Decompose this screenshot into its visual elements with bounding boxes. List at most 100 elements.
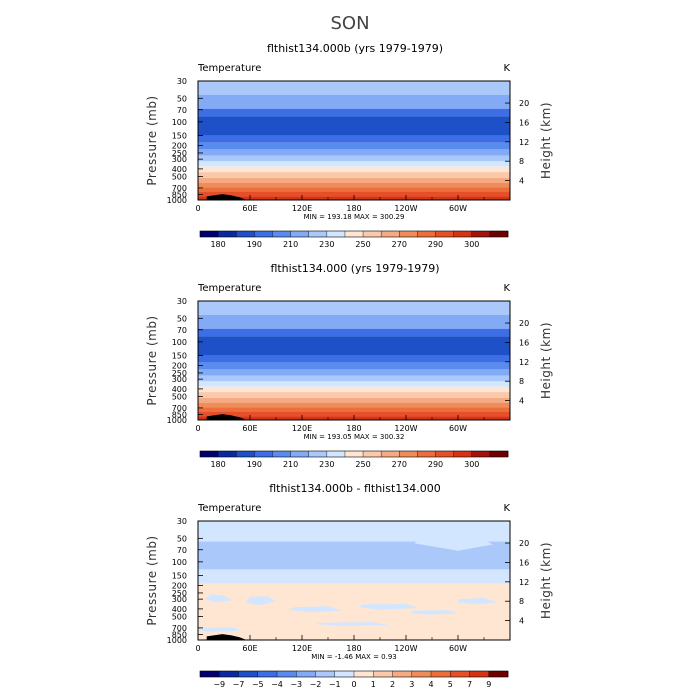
pressure-tick-label: 400 — [172, 605, 187, 614]
plot-area — [198, 81, 510, 200]
pressure-tick-label: 150 — [172, 132, 187, 141]
contour-patch — [410, 610, 458, 615]
height-tick-label: 8 — [519, 157, 524, 166]
colorbar-frame — [199, 450, 509, 458]
contour-band — [198, 161, 510, 167]
colorbar-label: 2 — [390, 680, 395, 689]
pressure-tick-label: 200 — [172, 141, 187, 150]
colorbar-segment — [453, 451, 473, 457]
lon-tick-label: 120W — [394, 424, 417, 433]
pressure-tick-label: 150 — [172, 352, 187, 361]
terrain-mask — [206, 194, 247, 200]
pressure-tick-label: 30 — [177, 77, 187, 86]
colorbar-segment — [453, 231, 473, 237]
colorbar-segment — [381, 451, 400, 457]
colorbar-segment — [218, 231, 237, 237]
pressure-tick-label: 400 — [172, 165, 187, 174]
colorbar-segment — [238, 671, 259, 677]
lon-tick-label: 120E — [292, 204, 312, 213]
pressure-tick-label: 70 — [177, 106, 187, 115]
pressure-tick-label: 50 — [177, 534, 187, 543]
colorbar-label: 180 — [210, 460, 225, 469]
lon-tick-label: 120E — [292, 424, 312, 433]
panel-title: flthist134.000b - flthist134.000 — [269, 482, 441, 495]
contour-band — [198, 369, 510, 376]
stats-label: MIN = 193.05 MAX = 300.32 — [304, 433, 405, 441]
colorbar-label: 290 — [428, 460, 443, 469]
colorbar-segment — [296, 671, 316, 677]
height-tick-label: 4 — [519, 397, 524, 406]
colorbar-label: 5 — [448, 680, 453, 689]
pressure-tick-label: 70 — [177, 326, 187, 335]
contour-patch — [458, 598, 497, 605]
y-axis-label: Pressure (mb) — [145, 315, 159, 405]
pressure-tick-label: 850 — [172, 410, 187, 419]
colorbar-segment — [344, 231, 364, 237]
colorbar-segment — [392, 671, 413, 677]
height-tick-label: 16 — [519, 118, 529, 127]
contour-band — [198, 166, 510, 173]
contour-band — [198, 362, 510, 370]
colorbar-label: −3 — [290, 680, 302, 689]
contour-patch — [289, 606, 341, 613]
colorbar-label: 0 — [351, 680, 356, 689]
colorbar-segment — [218, 451, 237, 457]
pressure-tick-label: 150 — [172, 572, 187, 581]
pressure-tick-label: 250 — [172, 369, 187, 378]
contour-band — [198, 187, 510, 193]
colorbar-segment — [435, 451, 454, 457]
colorbar-label: 4 — [428, 680, 433, 689]
contour-band — [198, 397, 510, 403]
colorbar-label: 250 — [355, 240, 370, 249]
variable-label: Temperature — [197, 63, 261, 74]
contour-band — [198, 155, 510, 162]
colorbar-segment — [326, 231, 346, 237]
y-axis-right-label: Height (km) — [539, 322, 553, 399]
colorbar-segment — [236, 231, 255, 237]
colorbar-segment — [399, 451, 418, 457]
contour-band — [198, 583, 510, 640]
colorbar-segment — [254, 231, 273, 237]
pressure-tick-label: 100 — [172, 118, 187, 127]
pressure-tick-label: 200 — [172, 361, 187, 370]
height-tick-label: 20 — [519, 319, 529, 328]
colorbar-label: 210 — [283, 240, 298, 249]
colorbar-label: 210 — [283, 460, 298, 469]
lon-tick-label: 120E — [292, 644, 312, 653]
pressure-tick-label: 30 — [177, 297, 187, 306]
colorbar-label: 230 — [319, 460, 334, 469]
colorbar-label: 290 — [428, 240, 443, 249]
pressure-tick-label: 1000 — [167, 636, 187, 645]
lon-tick-label: 60E — [242, 204, 257, 213]
lon-tick-label: 180 — [346, 424, 361, 433]
plot-area — [198, 521, 510, 640]
contour-band — [198, 386, 510, 393]
colorbar-segment — [254, 451, 273, 457]
colorbar-segment — [417, 231, 436, 237]
height-tick-label: 20 — [519, 99, 529, 108]
pressure-tick-label: 500 — [172, 392, 187, 401]
height-tick-label: 12 — [519, 138, 529, 147]
terrain-mask — [206, 414, 247, 420]
colorbar-segment — [290, 231, 310, 237]
colorbar-segment — [272, 231, 291, 237]
colorbar-segment — [290, 451, 310, 457]
height-tick-label: 4 — [519, 617, 524, 626]
figure-title: SON — [330, 13, 369, 34]
colorbar-label: −2 — [310, 680, 322, 689]
colorbar-segment — [381, 231, 400, 237]
height-tick-label: 8 — [519, 377, 524, 386]
contour-band — [198, 407, 510, 413]
colorbar-label: −7 — [233, 680, 245, 689]
pressure-tick-label: 250 — [172, 149, 187, 158]
colorbar-segment — [399, 231, 418, 237]
y-axis-right-label: Height (km) — [539, 542, 553, 619]
colorbar-segment — [315, 671, 336, 677]
colorbar-label: 250 — [355, 460, 370, 469]
height-tick-label: 12 — [519, 578, 529, 587]
plot-area — [198, 301, 510, 420]
colorbar-segment — [488, 671, 509, 677]
pressure-tick-label: 700 — [172, 624, 187, 633]
contour-band — [198, 149, 510, 156]
colorbar-label: 190 — [247, 460, 262, 469]
